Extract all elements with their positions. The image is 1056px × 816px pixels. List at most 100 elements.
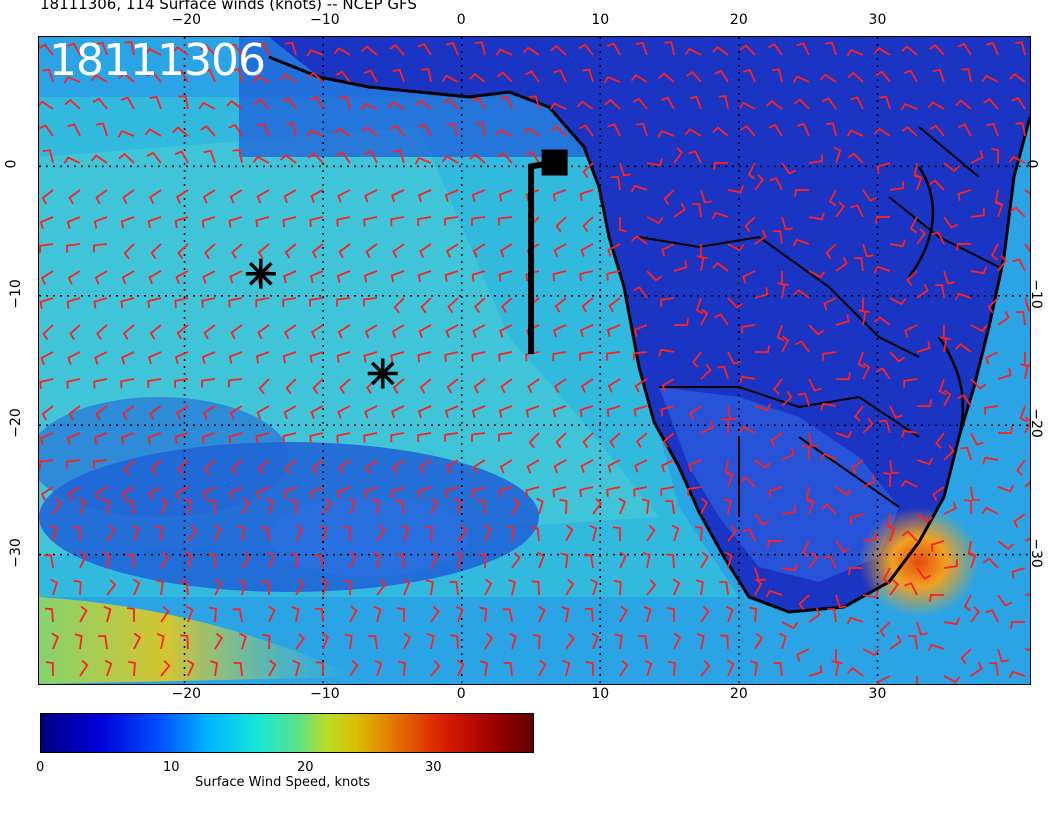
wind-barb <box>146 151 162 164</box>
wind-barb <box>538 659 547 677</box>
wind-barb <box>781 563 798 572</box>
wind-barb <box>658 348 675 357</box>
wind-barb <box>750 660 759 677</box>
wind-barb <box>525 405 540 418</box>
wind-barb <box>1008 670 1026 679</box>
wind-barb <box>580 243 594 258</box>
wind-barb <box>796 122 810 137</box>
wind-barb <box>549 102 567 110</box>
wind-barb <box>147 378 162 389</box>
wind-barb <box>694 525 703 542</box>
wind-barb <box>916 457 934 466</box>
wind-barb <box>935 432 945 449</box>
wind-barb <box>889 459 899 474</box>
wind-barb <box>176 324 189 340</box>
wind-maximum <box>859 507 979 617</box>
storm-marker <box>245 258 276 289</box>
wind-barb <box>875 367 891 380</box>
wind-barb <box>392 378 405 394</box>
wind-barb <box>342 526 351 542</box>
wind-barb <box>802 445 811 461</box>
wind-barb <box>337 405 351 419</box>
wind-barb <box>50 578 59 596</box>
wind-barb <box>526 459 540 474</box>
wind-barb <box>361 45 378 56</box>
wind-barb <box>498 405 513 418</box>
wind-barb <box>997 540 1014 550</box>
wind-barb <box>204 459 216 476</box>
wind-barb <box>660 96 675 110</box>
wind-barb <box>754 345 770 354</box>
wind-barb <box>754 287 769 299</box>
wind-barb <box>90 74 108 83</box>
wind-barb <box>311 243 324 259</box>
wind-barb <box>981 506 999 515</box>
wind-barb <box>983 98 999 110</box>
wind-barb <box>338 459 351 475</box>
wind-barb <box>511 497 521 515</box>
wind-barb <box>233 661 243 677</box>
wind-barb <box>72 526 81 542</box>
wind-barb <box>393 297 405 314</box>
wind-barb <box>636 432 648 448</box>
wind-barb <box>496 71 513 83</box>
wind-barb <box>664 41 675 56</box>
wind-barb <box>426 633 435 650</box>
wind-barb <box>769 177 783 191</box>
wind-barb <box>389 124 405 137</box>
lon-tick-bottom: 20 <box>729 686 748 702</box>
wind-barb <box>39 243 54 253</box>
wind-barb <box>657 129 675 138</box>
wind-barb <box>618 216 627 232</box>
wind-barb <box>739 44 756 56</box>
wind-barb <box>484 632 494 650</box>
wind-barb <box>606 405 621 417</box>
wind-barb <box>337 189 351 203</box>
wind-barb <box>474 41 486 56</box>
wind-barb <box>414 156 432 165</box>
wind-barb <box>808 665 823 677</box>
wind-barb <box>483 524 492 542</box>
wind-barb <box>364 324 378 339</box>
wind-barb <box>147 297 162 309</box>
wind-barb <box>122 324 135 340</box>
wind-barb <box>447 297 459 314</box>
wind-barb <box>393 149 405 164</box>
wind-barb <box>889 239 906 248</box>
storm-marker <box>367 358 398 389</box>
wind-barb <box>847 667 864 677</box>
wind-barb <box>499 324 513 338</box>
wind-barb <box>553 324 567 338</box>
wind-barb <box>160 497 169 515</box>
lon-tick-bottom: 30 <box>868 686 887 702</box>
wind-barb <box>126 607 135 622</box>
wind-barb <box>862 362 871 380</box>
wind-barb <box>1016 311 1026 326</box>
wind-barb <box>700 420 714 434</box>
wind-barb <box>831 660 840 677</box>
wind-barb <box>808 324 825 336</box>
wind-barb <box>903 69 918 83</box>
wind-barb <box>39 216 54 230</box>
wind-barb <box>956 242 972 251</box>
wind-barb <box>554 297 567 313</box>
wind-barb <box>283 405 297 420</box>
wind-barb <box>147 432 162 445</box>
wind-barb <box>363 486 378 499</box>
wind-barb <box>660 486 675 497</box>
wind-barb <box>582 68 594 83</box>
wind-barb <box>499 459 513 474</box>
wind-barb <box>713 313 729 326</box>
wind-barb <box>156 633 165 650</box>
wind-barb <box>672 578 681 596</box>
wind-barb <box>929 44 945 56</box>
wind-barb <box>214 632 224 650</box>
wind-barb <box>441 74 459 83</box>
wind-barb <box>392 243 405 259</box>
wind-barb <box>229 189 243 204</box>
wind-barb <box>916 399 932 408</box>
wind-barb <box>92 243 108 253</box>
wind-barb <box>172 46 189 56</box>
wind-barb <box>201 351 216 364</box>
wind-barb <box>879 95 891 110</box>
